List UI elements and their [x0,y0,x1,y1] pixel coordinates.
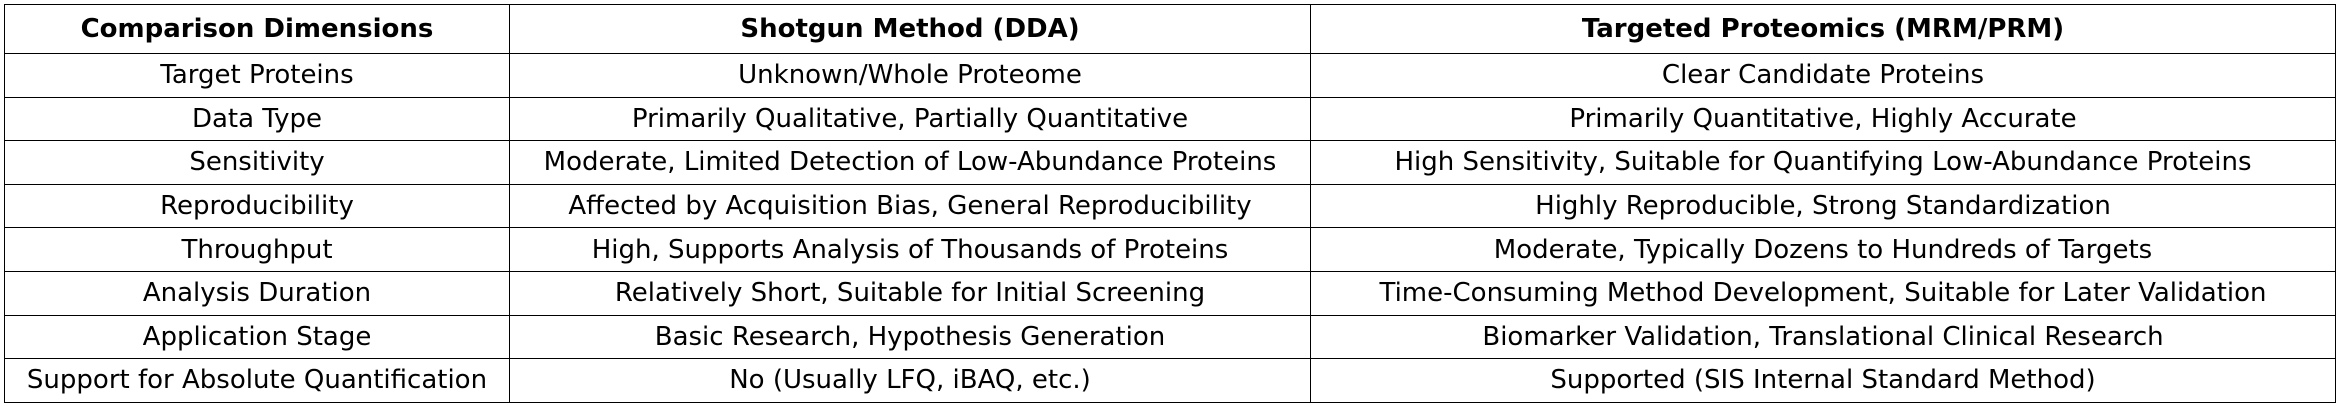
comparison-table-container: Comparison Dimensions Shotgun Method (DD… [4,4,2336,403]
table-row: Reproducibility Affected by Acquisition … [4,183,2336,229]
targeted-cell: Supported (SIS Internal Standard Method) [1310,358,2336,403]
row-dimension-cell: Sensitivity [4,140,510,185]
shotgun-cell: High, Supports Analysis of Thousands of … [509,227,1311,272]
row-dimension-cell: Target Proteins [4,53,510,98]
table-row: Application Stage Basic Research, Hypoth… [4,314,2336,360]
row-dimension-cell: Throughput [4,227,510,272]
targeted-cell: Highly Reproducible, Strong Standardizat… [1310,183,2336,229]
table-row: Analysis Duration Relatively Short, Suit… [4,270,2336,316]
row-dimension-cell: Data Type [4,96,510,142]
table-row: Throughput High, Supports Analysis of Th… [4,227,2336,272]
targeted-cell: Time-Consuming Method Development, Suita… [1310,270,2336,316]
table-row: Support for Absolute Quantification No (… [4,358,2336,403]
targeted-cell: Clear Candidate Proteins [1310,53,2336,98]
header-shotgun-method: Shotgun Method (DDA) [509,4,1311,54]
table-row: Data Type Primarily Qualitative, Partial… [4,96,2336,142]
row-dimension-cell: Application Stage [4,314,510,360]
header-targeted-proteomics: Targeted Proteomics (MRM/PRM) [1310,4,2336,54]
shotgun-cell: No (Usually LFQ, iBAQ, etc.) [509,358,1311,403]
row-dimension-cell: Analysis Duration [4,270,510,316]
targeted-cell: Biomarker Validation, Translational Clin… [1310,314,2336,360]
targeted-cell: Primarily Quantitative, Highly Accurate [1310,96,2336,142]
shotgun-cell: Relatively Short, Suitable for Initial S… [509,270,1311,316]
comparison-table: Comparison Dimensions Shotgun Method (DD… [4,4,2336,403]
header-comparison-dimensions: Comparison Dimensions [4,4,510,54]
shotgun-cell: Unknown/Whole Proteome [509,53,1311,98]
shotgun-cell: Affected by Acquisition Bias, General Re… [509,183,1311,229]
targeted-cell: Moderate, Typically Dozens to Hundreds o… [1310,227,2336,272]
table-row: Target Proteins Unknown/Whole Proteome C… [4,53,2336,98]
shotgun-cell: Primarily Qualitative, Partially Quantit… [509,96,1311,142]
shotgun-cell: Basic Research, Hypothesis Generation [509,314,1311,360]
shotgun-cell: Moderate, Limited Detection of Low-Abund… [509,140,1311,185]
table-row: Sensitivity Moderate, Limited Detection … [4,140,2336,185]
targeted-cell: High Sensitivity, Suitable for Quantifyi… [1310,140,2336,185]
table-header-row: Comparison Dimensions Shotgun Method (DD… [4,4,2336,54]
row-dimension-cell: Reproducibility [4,183,510,229]
row-dimension-cell: Support for Absolute Quantification [4,358,510,403]
